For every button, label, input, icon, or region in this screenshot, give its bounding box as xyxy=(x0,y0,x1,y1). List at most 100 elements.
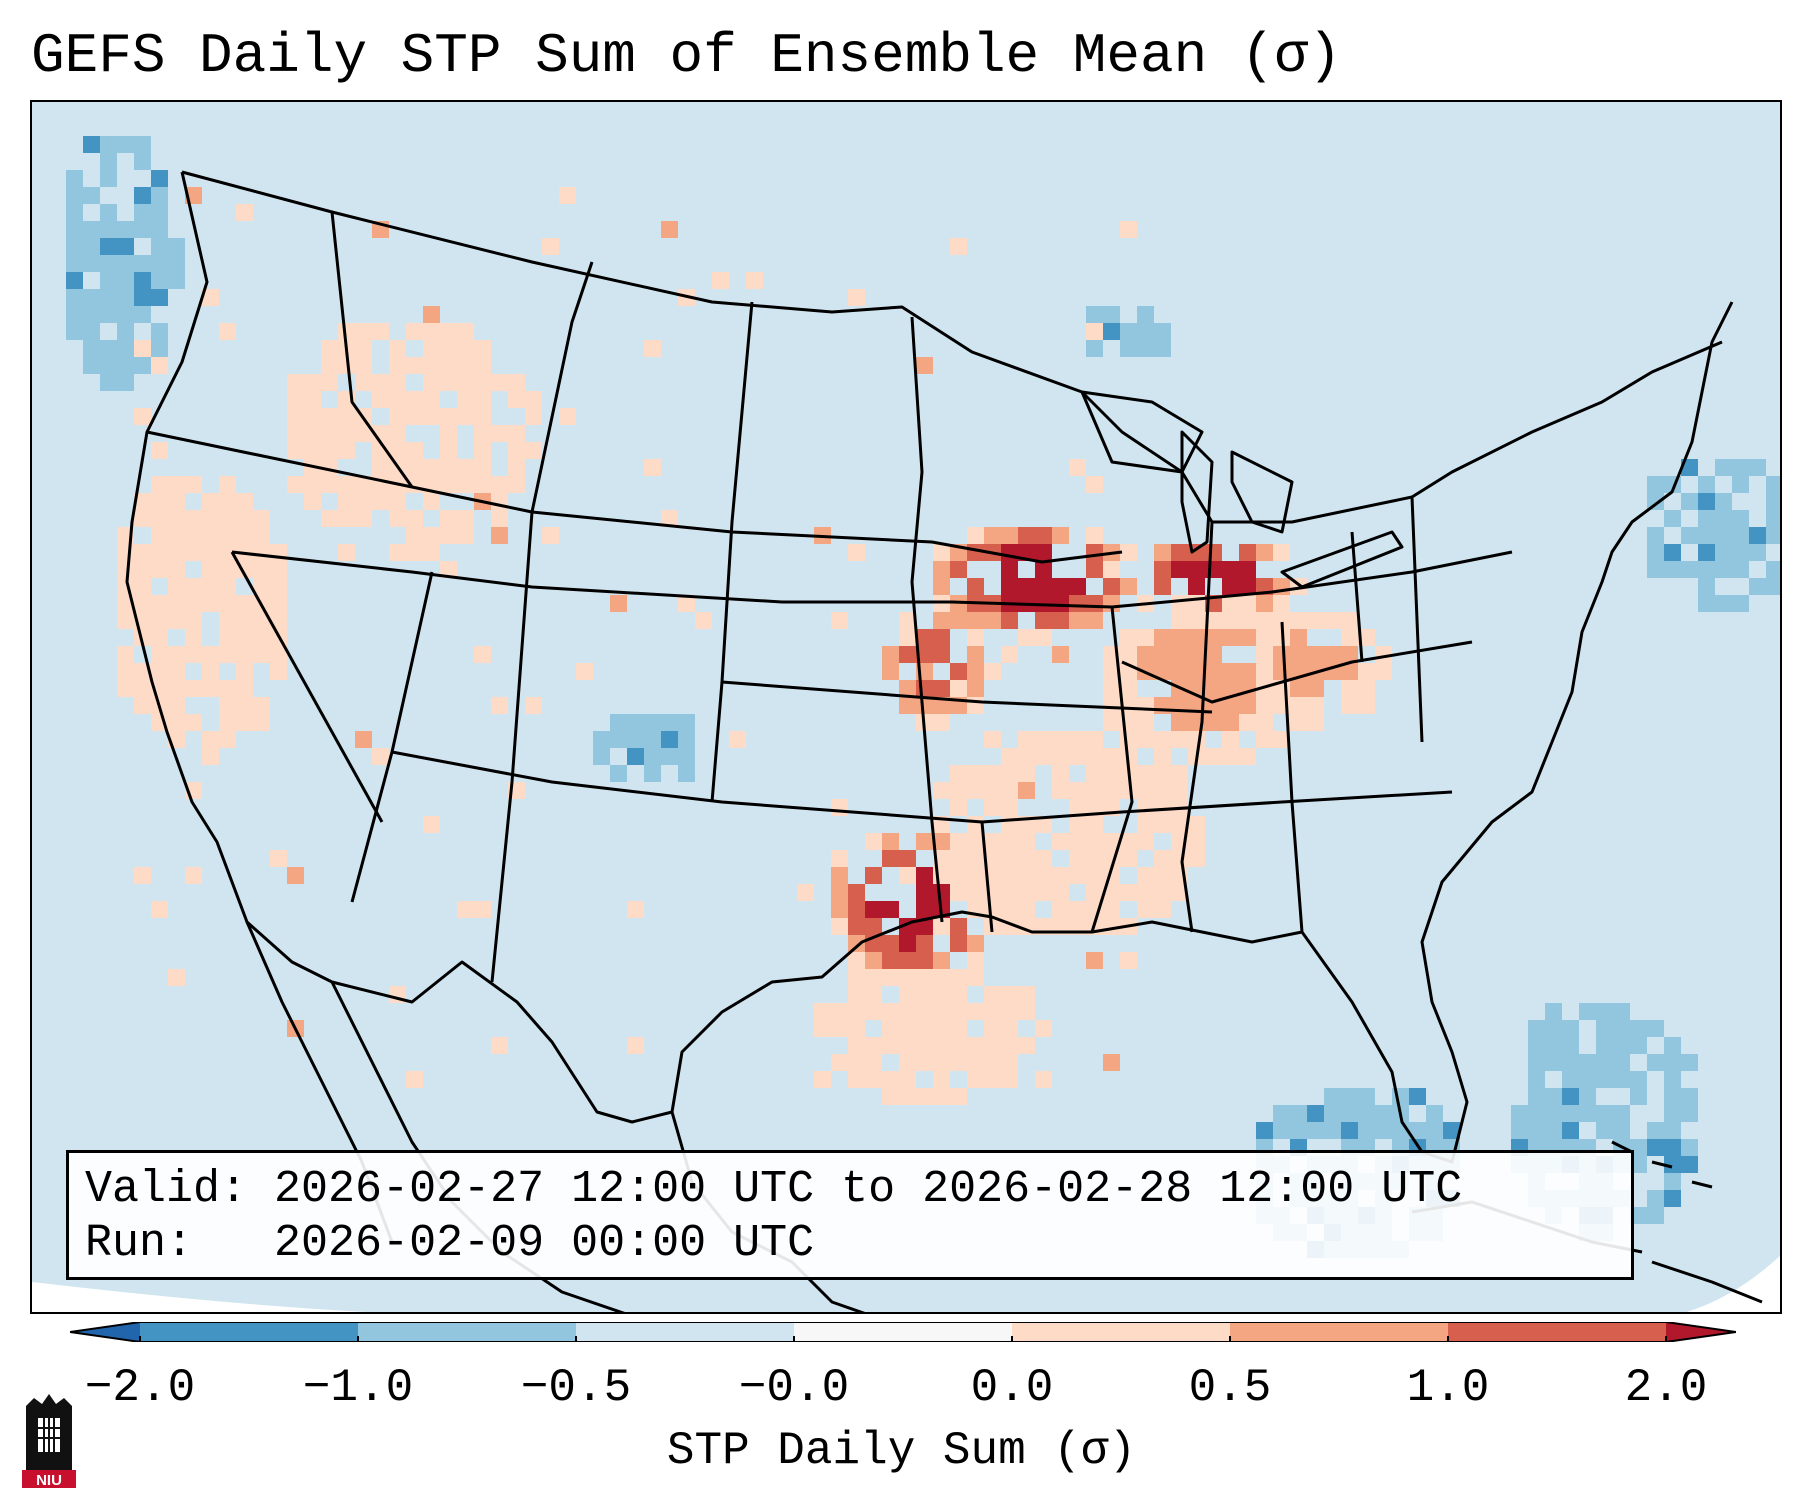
stp-cell xyxy=(984,1037,1001,1054)
state-line xyxy=(710,301,754,803)
stp-cell xyxy=(984,850,1001,867)
stp-cell xyxy=(1205,663,1222,680)
stp-cell xyxy=(338,425,355,442)
stp-cell xyxy=(508,391,525,408)
stp-cell xyxy=(491,510,508,527)
stp-cell xyxy=(1681,561,1698,578)
stp-cell xyxy=(1103,323,1120,340)
out-of-domain-corner xyxy=(1686,1255,1780,1312)
stp-cell xyxy=(1630,1139,1647,1156)
stp-cell xyxy=(916,1088,933,1105)
stp-cell xyxy=(1698,510,1715,527)
stp-cell xyxy=(1341,1105,1358,1122)
stp-cell xyxy=(1103,782,1120,799)
niu-building-icon: NIU xyxy=(22,1394,76,1489)
stp-cell xyxy=(967,850,984,867)
stp-cell xyxy=(1307,612,1324,629)
stp-cell xyxy=(134,187,151,204)
stp-cell xyxy=(1664,1088,1681,1105)
stp-cell xyxy=(440,425,457,442)
stp-cell xyxy=(831,1003,848,1020)
stp-cell xyxy=(1035,884,1052,901)
stp-cell xyxy=(559,408,576,425)
stp-cell xyxy=(1018,986,1035,1003)
stp-cell xyxy=(916,1037,933,1054)
stp-cell xyxy=(1613,1020,1630,1037)
stp-cell xyxy=(1154,323,1171,340)
stp-cell xyxy=(1069,833,1086,850)
stp-cell xyxy=(916,680,933,697)
stp-cell xyxy=(967,867,984,884)
stp-cell xyxy=(355,731,372,748)
stp-cell xyxy=(134,867,151,884)
stp-cell xyxy=(1001,1037,1018,1054)
stp-cell xyxy=(219,544,236,561)
stp-cell xyxy=(1222,680,1239,697)
stp-cell xyxy=(1324,646,1341,663)
stp-cell xyxy=(168,680,185,697)
stp-cell xyxy=(678,595,695,612)
stp-cell xyxy=(1256,646,1273,663)
stp-cell xyxy=(1426,1105,1443,1122)
stp-cell xyxy=(882,850,899,867)
stp-cell xyxy=(1018,833,1035,850)
stp-cell xyxy=(1630,1207,1647,1224)
stp-cell xyxy=(321,476,338,493)
stp-cell xyxy=(406,527,423,544)
stp-cell xyxy=(236,204,253,221)
stp-cell xyxy=(1562,1054,1579,1071)
stp-cell xyxy=(151,510,168,527)
stp-cell xyxy=(236,714,253,731)
stp-cell xyxy=(423,391,440,408)
stp-cell xyxy=(355,510,372,527)
stp-cell xyxy=(389,544,406,561)
stp-cell xyxy=(117,561,134,578)
stp-cell xyxy=(304,408,321,425)
stp-cell xyxy=(1562,1037,1579,1054)
stp-cell xyxy=(933,1003,950,1020)
stp-cell xyxy=(372,323,389,340)
stp-cell xyxy=(831,901,848,918)
stp-cell xyxy=(287,408,304,425)
stp-cell xyxy=(933,952,950,969)
colorbar xyxy=(69,1321,1737,1343)
stp-cell xyxy=(185,646,202,663)
stp-cell xyxy=(950,969,967,986)
stp-cell xyxy=(1120,221,1137,238)
stp-cell xyxy=(984,1071,1001,1088)
stp-cell xyxy=(525,697,542,714)
stp-cell xyxy=(984,1020,1001,1037)
stp-cell xyxy=(1715,459,1732,476)
stp-cell xyxy=(1086,833,1103,850)
stp-cell xyxy=(661,221,678,238)
stp-cell xyxy=(508,459,525,476)
stp-cell xyxy=(440,442,457,459)
colorbar-tick-label: 0.0 xyxy=(970,1362,1054,1414)
stp-cell xyxy=(1069,748,1086,765)
stp-cell xyxy=(372,374,389,391)
stp-cell xyxy=(950,782,967,799)
stp-cell xyxy=(423,357,440,374)
stp-cell xyxy=(440,408,457,425)
stp-cell xyxy=(1171,612,1188,629)
stp-cell xyxy=(1205,748,1222,765)
run-label: Run: xyxy=(85,1218,194,1269)
stp-cell xyxy=(610,595,627,612)
stp-cell xyxy=(627,748,644,765)
stp-cell xyxy=(1528,1037,1545,1054)
stp-cell xyxy=(559,187,576,204)
stp-cell xyxy=(389,425,406,442)
stp-cell xyxy=(950,986,967,1003)
stp-cell xyxy=(1766,527,1780,544)
stp-cell xyxy=(83,289,100,306)
stp-cell xyxy=(83,340,100,357)
stp-cell xyxy=(1630,1071,1647,1088)
stp-cell xyxy=(627,714,644,731)
stp-cell xyxy=(100,289,117,306)
stp-cell xyxy=(117,238,134,255)
stp-cell xyxy=(831,867,848,884)
stp-cell xyxy=(1154,544,1171,561)
stp-cell xyxy=(1256,663,1273,680)
stp-cell xyxy=(916,969,933,986)
stp-cell xyxy=(168,527,185,544)
